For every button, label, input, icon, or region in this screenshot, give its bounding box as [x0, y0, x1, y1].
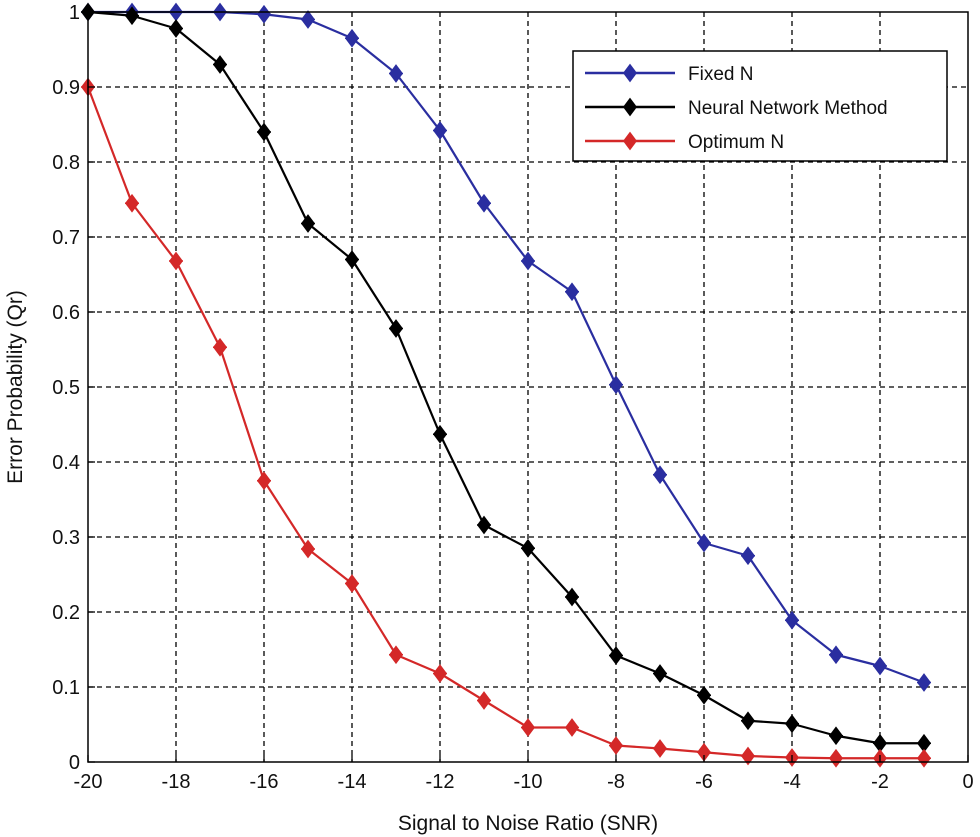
data-point [829, 748, 843, 768]
data-point [301, 10, 315, 29]
data-point [433, 664, 447, 683]
legend-label-optimum-n: Optimum N [688, 132, 784, 153]
y-tick-label: 1 [69, 2, 80, 24]
data-point [433, 121, 447, 140]
data-point [609, 375, 623, 395]
data-point [389, 319, 403, 338]
series-optimum-n [81, 77, 931, 768]
data-point [301, 539, 315, 559]
y-tick-label: 0.9 [52, 77, 80, 99]
legend-marker-neural-network-method [623, 97, 637, 117]
data-point [169, 19, 183, 38]
x-axis-label: Signal to Noise Ratio (SNR) [398, 812, 658, 835]
series-line-neural-network-method [87, 10, 924, 745]
data-point [433, 424, 447, 444]
y-tick-label: 0.4 [52, 452, 80, 474]
data-point [301, 214, 315, 233]
grid-lines [88, 12, 968, 762]
x-tick-label: -18 [162, 771, 191, 793]
data-point [741, 711, 755, 731]
y-tick-label: 0.8 [52, 152, 80, 174]
data-point [609, 736, 623, 755]
data-point [565, 282, 579, 302]
data-point [785, 714, 799, 734]
legend: Fixed N Neural Network Method Optimum N [572, 50, 948, 162]
x-tick-label: -16 [250, 771, 279, 793]
data-point [565, 718, 579, 737]
x-tick-label: -20 [74, 771, 103, 793]
data-point [213, 337, 227, 357]
data-point [389, 645, 403, 665]
x-tick-label: -8 [607, 771, 625, 793]
data-point [741, 746, 755, 766]
series-neural-network-method [81, 2, 931, 753]
data-point [697, 685, 711, 705]
data-point [125, 6, 139, 26]
data-point [125, 193, 139, 213]
legend-label-neural-network-method: Neural Network Method [688, 98, 888, 119]
data-point [389, 64, 403, 83]
data-point [213, 55, 227, 74]
data-point [917, 748, 931, 768]
data-point [785, 610, 799, 630]
data-point [477, 691, 491, 710]
legend-entry-neural-network-method: Neural Network Method [585, 97, 888, 119]
legend-entry-optimum-n: Optimum N [585, 131, 784, 153]
y-tick-label: 0.7 [52, 227, 80, 249]
data-point [653, 739, 667, 758]
data-point [829, 645, 843, 665]
data-point [477, 515, 491, 535]
x-tick-label: -2 [871, 771, 889, 793]
y-tick-label: 0.1 [52, 677, 80, 699]
data-point [873, 656, 887, 676]
data-point [653, 664, 667, 683]
data-point [345, 28, 359, 48]
data-point [829, 726, 843, 746]
data-point [477, 193, 491, 213]
data-point [521, 251, 535, 271]
x-tick-label: 0 [962, 771, 973, 793]
data-point [169, 251, 183, 271]
series-line-optimum-n [86, 86, 924, 760]
data-point [653, 465, 667, 485]
data-point [257, 471, 271, 491]
data-point [697, 533, 711, 553]
x-tick-label: -12 [426, 771, 455, 793]
y-tick-label: 0.5 [52, 377, 80, 399]
data-point [565, 587, 579, 607]
y-tick-label: 0.2 [52, 602, 80, 624]
x-tick-label: -14 [338, 771, 367, 793]
data-point [521, 538, 535, 558]
data-point [345, 574, 359, 593]
data-point [257, 122, 271, 142]
data-point [741, 546, 755, 566]
y-axis-label: Error Probability (Qr) [4, 290, 27, 484]
legend-marker-optimum-n [623, 131, 637, 151]
x-tick-label: -6 [695, 771, 713, 793]
data-point [609, 646, 623, 665]
x-tick-label: -4 [783, 771, 801, 793]
data-point [917, 673, 931, 692]
legend-marker-fixed-n [623, 63, 637, 83]
data-point [345, 250, 359, 269]
legend-label-fixed-n: Fixed N [688, 64, 753, 85]
y-tick-label: 0 [69, 752, 80, 774]
tick-labels: -20 -18 -16 -14 -12 -10 -8 -6 -4 -2 000.10.20.30.4… [52, 2, 973, 793]
y-tick-label: 0.6 [52, 302, 80, 324]
data-point [521, 718, 535, 737]
y-tick-label: 0.3 [52, 527, 80, 549]
x-tick-label: -10 [514, 771, 543, 793]
legend-entry-fixed-n: Fixed N [585, 63, 753, 85]
